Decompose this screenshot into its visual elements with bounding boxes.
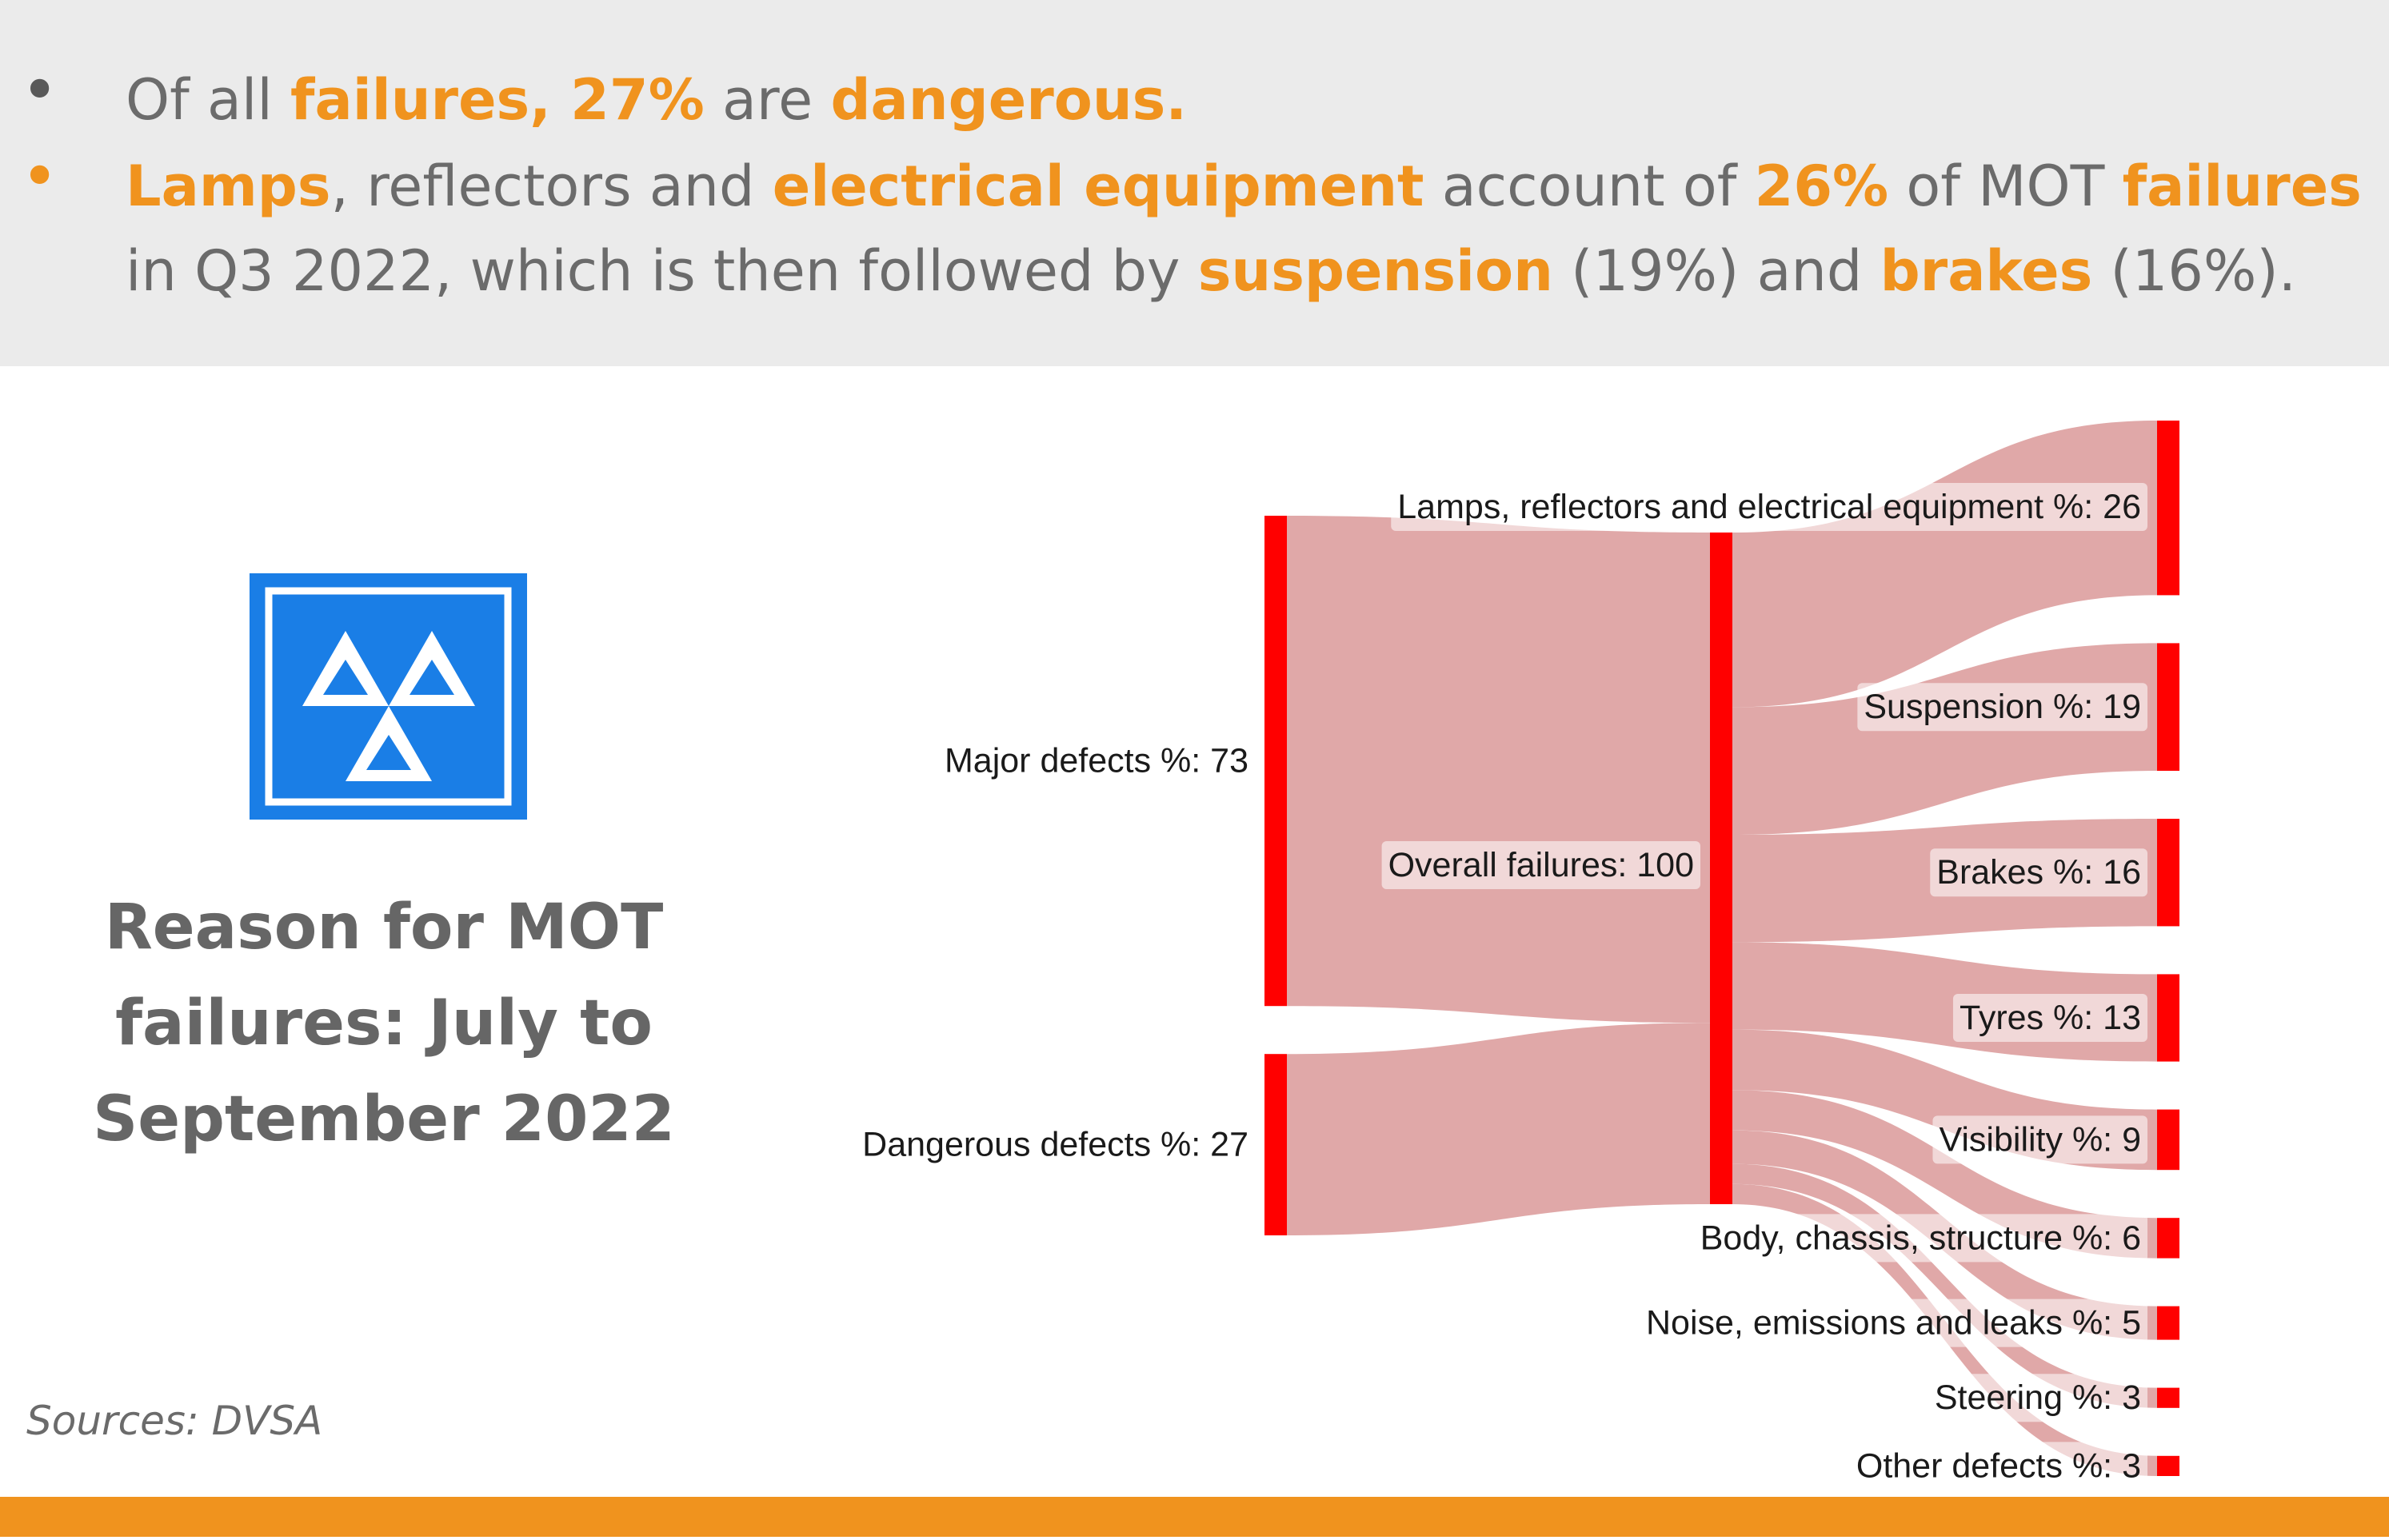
label-background [1849, 1442, 2147, 1490]
node-label-text: Major defects %: 73 [945, 742, 1248, 780]
bullet-text: Lamps, reflectors and electrical equipme… [126, 144, 2365, 313]
sankey-node-tyres [2157, 974, 2179, 1062]
sankey-node-suspension [2157, 643, 2179, 771]
title-line: September 2022 [93, 1083, 675, 1155]
sankey-node-overall [1710, 533, 1732, 1204]
mot-logo-icon [250, 573, 527, 820]
highlight-text: 26% [1754, 154, 1889, 219]
sankey-nodes [1264, 421, 2179, 1476]
sankey-label-other: Other defects %: 3 [1849, 1442, 2147, 1490]
highlight-text: dangerous. [830, 67, 1187, 133]
logo-triangle-bottom-hole [366, 735, 411, 770]
sankey-label-body: Body, chassis, structure %: 6 [1693, 1214, 2147, 1263]
text-run: , reflectors and [330, 154, 773, 219]
sankey-label-overall: Overall failures: 100 [1381, 841, 1700, 889]
text-run: of MOT [1888, 154, 2123, 219]
node-label-text: Other defects %: 3 [1856, 1446, 2141, 1485]
label-background [1381, 841, 1700, 889]
node-label-text: Lamps, reflectors and electrical equipme… [1397, 488, 2141, 526]
label-background [1857, 683, 2147, 732]
node-label-text: Overall failures: 100 [1388, 846, 1694, 884]
sankey-label-dangerous: Dangerous defects %: 27 [862, 1126, 1248, 1164]
footer-bar [0, 1497, 2389, 1537]
highlight-text: failures [2122, 154, 2362, 219]
logo-border [265, 587, 512, 806]
label-background [1693, 1214, 2147, 1263]
sankey-node-noise [2157, 1306, 2179, 1340]
sankey-node-visibility [2157, 1109, 2179, 1171]
sankey-node-dangerous [1264, 1054, 1287, 1235]
text-run: (16%). [2092, 238, 2296, 304]
node-label-text: Tyres %: 13 [1960, 999, 2141, 1037]
label-background [1928, 1374, 2147, 1422]
label-background [1639, 1299, 2147, 1347]
node-label-text: Brakes %: 16 [1936, 853, 2141, 892]
sankey-node-steering [2157, 1387, 2179, 1408]
highlight-text: failures, 27% [290, 67, 705, 133]
label-background [1391, 483, 2147, 531]
sankey-label-visibility: Visibility %: 9 [1932, 1115, 2147, 1164]
bullet-dot-icon: • [21, 139, 59, 213]
sankey-link [1287, 516, 1710, 1023]
sankey-label-suspension: Suspension %: 19 [1857, 683, 2147, 732]
sankey-label-brakes: Brakes %: 16 [1930, 848, 2147, 897]
title-line: failures: July to [115, 987, 653, 1059]
label-background [1930, 848, 2147, 897]
bullet-text: Of all failures, 27% are dangerous. [126, 58, 2365, 142]
chart-side-title: Reason for MOT failures: July to Septemb… [48, 880, 720, 1167]
node-label-text: Body, chassis, structure %: 6 [1700, 1219, 2141, 1257]
summary-header: • Of all failures, 27% are dangerous. • … [0, 0, 2389, 366]
text-run: account of [1424, 154, 1755, 219]
title-line: Reason for MOT [104, 892, 664, 963]
logo-triangle-right-hole [409, 660, 454, 695]
highlight-text: electrical equipment [772, 154, 1424, 219]
sankey-label-noise: Noise, emissions and leaks %: 5 [1639, 1299, 2147, 1347]
sankey-label-major: Major defects %: 73 [945, 742, 1248, 780]
sankey-node-other [2157, 1455, 2179, 1476]
sankey-node-lamps [2157, 421, 2179, 596]
sankey-node-brakes [2157, 819, 2179, 927]
node-label-text: Dangerous defects %: 27 [862, 1126, 1248, 1164]
sankey-label-steering: Steering %: 3 [1928, 1374, 2147, 1422]
node-label-text: Steering %: 3 [1935, 1378, 2141, 1417]
highlight-text: suspension [1197, 238, 1553, 304]
text-run: (19%) and [1552, 238, 1880, 304]
logo-triangle-left-hole [323, 660, 368, 695]
text-run: are [704, 67, 831, 133]
node-label-text: Suspension %: 19 [1864, 688, 2141, 726]
sankey-node-body [2157, 1218, 2179, 1259]
sankey-node-major [1264, 516, 1287, 1007]
label-background [1932, 1115, 2147, 1164]
node-label-text: Noise, emissions and leaks %: 5 [1646, 1304, 2141, 1343]
text-run: Of all [126, 67, 291, 133]
highlight-text: Lamps [126, 154, 331, 219]
highlight-text: brakes [1880, 238, 2093, 304]
sankey-link [1287, 1023, 1710, 1235]
source-note: Sources: DVSA [26, 1398, 323, 1444]
sankey-labels: Major defects %: 73 Dangerous defects %: … [862, 483, 2147, 1490]
sankey-link [1732, 1163, 2157, 1408]
sankey-label-lamps: Lamps, reflectors and electrical equipme… [1391, 483, 2147, 531]
text-run: in Q3 2022, which is then followed by [126, 238, 1198, 304]
node-label-text: Visibility %: 9 [1939, 1120, 2141, 1159]
label-background [1952, 994, 2147, 1042]
sankey-label-tyres: Tyres %: 13 [1952, 994, 2147, 1042]
bullet-dot-icon: • [21, 53, 59, 127]
